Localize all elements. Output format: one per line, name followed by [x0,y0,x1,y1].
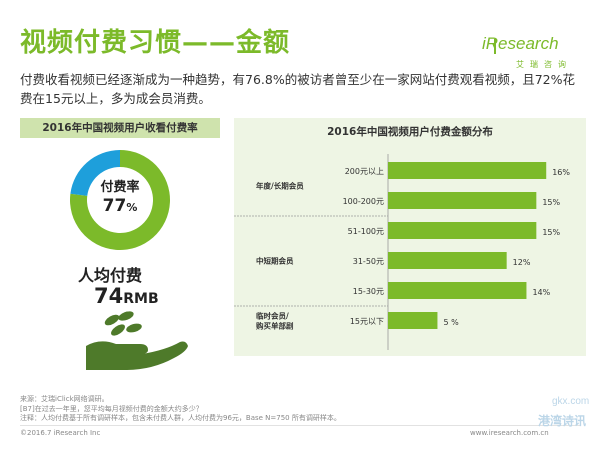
bar-5 [388,312,438,329]
avg-value-unit: RMB [123,291,159,307]
right-chart-title: 2016年中国视频用户付费金额分布 [327,126,493,138]
bar-3 [388,252,507,269]
copyright-text: ©2016.7 iResearch Inc [20,429,101,437]
logo-text: iResearch [482,34,559,53]
watermark-line1: gkx.com [552,396,590,407]
page-title: 视频付费习惯——金额 [20,28,291,58]
watermark-logo: gkx.com 港湾诗讯 [538,392,596,440]
donut-value-number: 77 [102,196,127,216]
avg-payment-value: 74RMB [94,284,159,308]
value-label-1: 15% [542,198,560,207]
logo-subtext: 艾瑞咨询 [516,60,572,69]
left-chart-title: 2016年中国视频用户收看付费率 [20,118,220,138]
category-label-5: 15元以下 [350,317,384,326]
group-label-2: 临时会员/购买单部剧 [256,311,294,331]
hand-holding-coins-icon [86,311,188,370]
donut-center-label: 付费率 [100,180,140,195]
bar-4 [388,282,527,299]
bar-1 [388,192,537,209]
bar-2 [388,222,537,239]
logo-mark-icon [494,39,496,54]
group-label-1: 中短期会员 [256,256,294,266]
avg-value-number: 74 [94,284,124,308]
footer-source: 来源：艾瑞iClick网络调研。 [20,395,109,403]
category-label-2: 51-100元 [348,227,384,236]
donut-slice-0 [70,150,170,250]
site-url: www.iresearch.com.cn [470,429,549,437]
bar-0 [388,162,547,179]
footer-note: 注释：人均付费基于所有调研样本，包含未付费人群，人均付费为96元，Base N=… [20,414,341,422]
category-label-1: 100-200元 [343,197,384,206]
value-label-4: 14% [532,288,550,297]
donut-center-value: 77% [68,196,172,216]
footer-divider [20,425,580,426]
footer-notes: 来源：艾瑞iClick网络调研。 [B7]在过去一年里，您平均每月视频付费的金额… [20,395,470,424]
value-label-5: 5 % [443,318,459,327]
watermark-line2: 港湾诗讯 [538,414,587,428]
payment-amount-bar-chart: 200元以上 16% 100-200元 15% 51-100元 15% 31-50元 12% 1… [234,154,570,350]
category-label-0: 200元以上 [345,167,384,176]
value-label-3: 12% [513,258,531,267]
value-label-2: 15% [542,228,560,237]
category-label-3: 31-50元 [353,257,384,266]
value-label-0: 16% [552,168,570,177]
avg-payment-label: 人均付费 [78,266,143,285]
group-label-0: 年度/长期会员 [256,181,304,191]
iresearch-logo: iResearch 艾瑞咨询 [482,34,576,74]
donut-slice-1 [70,150,120,196]
payment-rate-donut [70,150,170,250]
donut-value-unit: % [126,201,138,214]
intro-paragraph: 付费收看视频已经逐渐成为一种趋势，有76.8%的被访者曾至少在一家网站付费观看视… [20,72,575,106]
category-label-4: 15-30元 [353,287,384,296]
footer-question: [B7]在过去一年里，您平均每月视频付费的金额大约多少？ [20,404,203,413]
